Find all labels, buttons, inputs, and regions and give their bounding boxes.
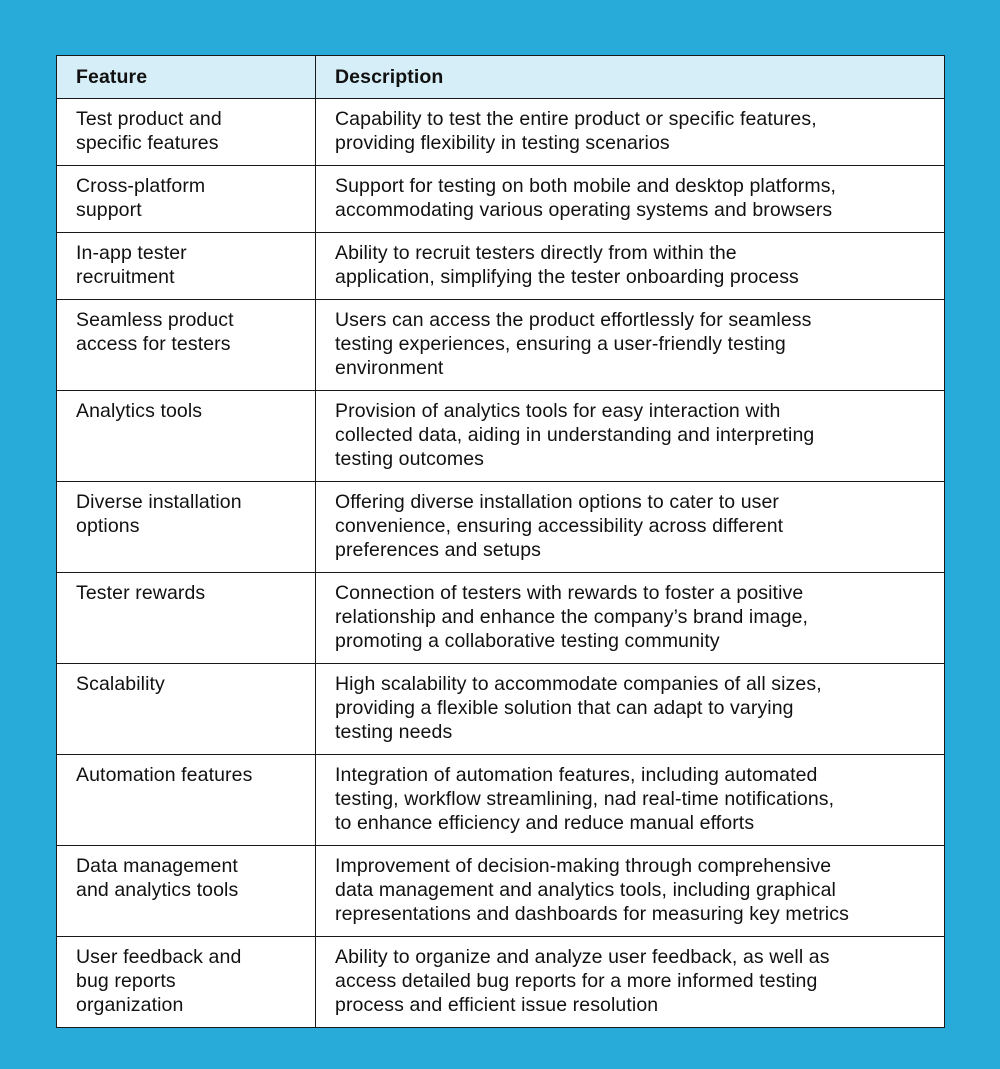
description-cell-line: representations and dashboards for measu…	[335, 903, 849, 925]
feature-cell-line: organization	[76, 994, 184, 1016]
description-cell: Integration of automation features, incl…	[315, 754, 945, 846]
description-cell-line: data management and analytics tools, inc…	[335, 879, 836, 901]
feature-cell: Automation features	[56, 754, 316, 846]
feature-cell-line: options	[76, 515, 140, 537]
feature-cell-line: User feedback and	[76, 946, 242, 968]
description-cell-line: environment	[335, 357, 444, 379]
description-cell: Capability to test the entire product or…	[315, 98, 945, 166]
feature-cell-line: Seamless product	[76, 309, 234, 331]
feature-cell-line: Tester rewards	[76, 582, 206, 604]
header-description: Description	[315, 55, 945, 99]
description-cell-line: Provision of analytics tools for easy in…	[335, 400, 781, 422]
feature-cell: Diverse installation options	[56, 481, 316, 573]
feature-cell-line: Test product and	[76, 108, 222, 130]
header-feature: Feature	[56, 55, 316, 99]
feature-cell-line: Diverse installation	[76, 491, 242, 513]
feature-cell-line: Data management	[76, 855, 238, 877]
feature-cell-line: Automation features	[76, 764, 253, 786]
table-row: Scalability High scalability to accommoda…	[56, 663, 945, 755]
feature-cell-line: Analytics tools	[76, 400, 203, 422]
description-cell: Offering diverse installation options to…	[315, 481, 945, 573]
table-row: Data management and analytics tools Improv…	[56, 845, 945, 937]
table-row: Diverse installation options Offering dive…	[56, 481, 945, 573]
feature-cell-line: and analytics tools	[76, 879, 239, 901]
description-cell: Ability to organize and analyze user fee…	[315, 936, 945, 1028]
description-cell-line: collected data, aiding in understanding …	[335, 424, 815, 446]
feature-cell: Test product and specific features	[56, 98, 316, 166]
table-row: Test product and specific features Capabil…	[56, 98, 945, 166]
description-cell-line: Ability to organize and analyze user fee…	[335, 946, 830, 968]
description-cell-line: providing a flexible solution that can a…	[335, 697, 794, 719]
feature-cell: Data management and analytics tools	[56, 845, 316, 937]
description-cell: Connection of testers with rewards to fo…	[315, 572, 945, 664]
feature-cell: User feedback and bug reports organization	[56, 936, 316, 1028]
description-cell-line: preferences and setups	[335, 539, 541, 561]
description-cell-line: testing experiences, ensuring a user-fri…	[335, 333, 786, 355]
feature-cell-line: access for testers	[76, 333, 231, 355]
table-row: User feedback and bug reports organization…	[56, 936, 945, 1028]
description-cell: Provision of analytics tools for easy in…	[315, 390, 945, 482]
table-row: Automation features Integration of automa…	[56, 754, 945, 846]
feature-cell: In-app tester recruitment	[56, 232, 316, 300]
description-cell-line: application, simplifying the tester onbo…	[335, 266, 799, 288]
feature-cell: Scalability	[56, 663, 316, 755]
features-table: Feature Description Test product and spec…	[56, 55, 945, 1028]
feature-cell-line: support	[76, 199, 142, 221]
description-cell-line: Users can access the product effortlessl…	[335, 309, 812, 331]
table-row: In-app tester recruitment Ability to recru…	[56, 232, 945, 300]
description-cell-line: providing flexibility in testing scenari…	[335, 132, 670, 154]
feature-cell: Analytics tools	[56, 390, 316, 482]
table-body: Test product and specific features Capabil…	[56, 98, 945, 1028]
description-cell-line: Improvement of decision-making through c…	[335, 855, 832, 877]
description-cell: Improvement of decision-making through c…	[315, 845, 945, 937]
table-row: Seamless product access for testers Users …	[56, 299, 945, 391]
feature-cell: Cross-platform support	[56, 165, 316, 233]
description-cell-line: Connection of testers with rewards to fo…	[335, 582, 804, 604]
description-cell-line: Integration of automation features, incl…	[335, 764, 818, 786]
description-cell-line: Capability to test the entire product or…	[335, 108, 817, 130]
description-cell-line: convenience, ensuring accessibility acro…	[335, 515, 784, 537]
feature-cell-line: In-app tester	[76, 242, 187, 264]
feature-cell-line: specific features	[76, 132, 219, 154]
description-cell-line: process and efficient issue resolution	[335, 994, 659, 1016]
description-cell: High scalability to accommodate companie…	[315, 663, 945, 755]
description-cell-line: Ability to recruit testers directly from…	[335, 242, 737, 264]
feature-cell-line: Scalability	[76, 673, 165, 695]
description-cell-line: Offering diverse installation options to…	[335, 491, 780, 513]
description-cell-line: to enhance efficiency and reduce manual …	[335, 812, 755, 834]
feature-cell: Tester rewards	[56, 572, 316, 664]
table-header-row: Feature Description	[56, 55, 945, 99]
description-cell-line: testing outcomes	[335, 448, 485, 470]
description-cell: Ability to recruit testers directly from…	[315, 232, 945, 300]
table-row: Cross-platform support Support for testing…	[56, 165, 945, 233]
feature-cell-line: recruitment	[76, 266, 175, 288]
feature-cell-line: Cross-platform	[76, 175, 206, 197]
description-cell-line: accommodating various operating systems …	[335, 199, 833, 221]
description-cell-line: relationship and enhance the company’s b…	[335, 606, 809, 628]
description-cell-line: High scalability to accommodate companie…	[335, 673, 822, 695]
description-cell: Users can access the product effortlessl…	[315, 299, 945, 391]
description-cell: Support for testing on both mobile and d…	[315, 165, 945, 233]
table-row: Analytics tools Provision of analytics to…	[56, 390, 945, 482]
feature-cell: Seamless product access for testers	[56, 299, 316, 391]
feature-cell-line: bug reports	[76, 970, 176, 992]
description-cell-line: Support for testing on both mobile and d…	[335, 175, 837, 197]
description-cell-line: access detailed bug reports for a more i…	[335, 970, 818, 992]
description-cell-line: testing, workflow streamlining, nad real…	[335, 788, 835, 810]
description-cell-line: testing needs	[335, 721, 453, 743]
description-cell-line: promoting a collaborative testing commun…	[335, 630, 720, 652]
table-row: Tester rewards Connection of testers with…	[56, 572, 945, 664]
